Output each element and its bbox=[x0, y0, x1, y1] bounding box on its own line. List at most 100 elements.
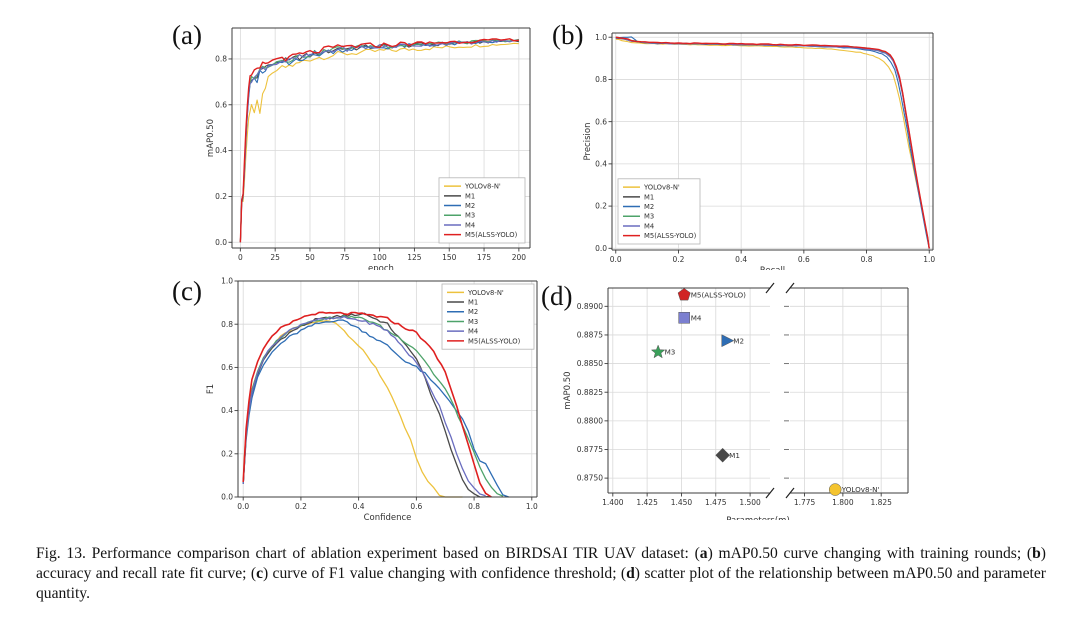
legend-label: M1 bbox=[465, 192, 475, 200]
series-line-M5(ALSS-YOLO) bbox=[615, 36, 930, 249]
x-tick-label: 0.4 bbox=[735, 255, 747, 264]
legend-label: M1 bbox=[468, 298, 478, 306]
grid bbox=[612, 33, 933, 250]
x-tick-label: 1.450 bbox=[671, 498, 693, 507]
series-line-M3 bbox=[239, 38, 520, 243]
x-tick-label: 1.400 bbox=[602, 498, 624, 507]
x-tick-label: 0.0 bbox=[237, 502, 249, 511]
scatter-marker-pentagon bbox=[677, 288, 691, 301]
legend-label: M5(ALSS-YOLO) bbox=[644, 232, 697, 240]
x-tick-label: 100 bbox=[372, 253, 387, 262]
spines bbox=[611, 32, 934, 251]
caption-segment: ) curve of F1 value changing with confid… bbox=[262, 564, 627, 582]
legend-label: M4 bbox=[468, 328, 478, 336]
spines bbox=[790, 287, 909, 494]
scatter-point-label: M5(ALSS-YOLO) bbox=[691, 290, 746, 299]
y-tick-label: 0.6 bbox=[221, 363, 233, 372]
x-tick-label: 175 bbox=[477, 253, 492, 262]
x-axis-label: Confidence bbox=[364, 513, 412, 520]
legend-label: M3 bbox=[644, 213, 654, 221]
x-tick-label: 75 bbox=[340, 253, 350, 262]
caption-segment: ) accuracy and recall rate fit curve; ( bbox=[36, 545, 1046, 582]
scatter-marker-star bbox=[650, 344, 666, 359]
y-tick-label: 1.0 bbox=[595, 33, 607, 42]
tick-labels: 1.775 1.800 1.825 bbox=[794, 498, 892, 507]
scatter-point-label: M3 bbox=[665, 348, 676, 357]
caption-segment: c bbox=[256, 564, 263, 582]
scatter-point-label: M2 bbox=[733, 336, 744, 345]
scatter-points: M5(ALSS-YOLO) M4 M2 M3 M1 YOLOv8-N' bbox=[650, 288, 880, 496]
scatter-marker-square bbox=[678, 312, 690, 324]
chart-map50-vs-parameters: 1.400 1.425 1.450 1.475 1.500 0.8750 0.8775 0.8… bbox=[540, 270, 960, 526]
chart-f1-vs-confidence: 0.0 0.2 0.4 0.6 0.8 1.0 0.0 0.2 0.4 0.6 0.8 1.0 Conf… bbox=[166, 270, 552, 523]
x-tick-label: 0.6 bbox=[798, 255, 810, 264]
y-tick-label: 0.2 bbox=[595, 202, 607, 211]
x-tick-label: 125 bbox=[407, 253, 422, 262]
x-tick-label: 0.2 bbox=[295, 502, 307, 511]
x-axis-label: Parameters(m) bbox=[726, 516, 790, 520]
legend-label: M2 bbox=[468, 308, 478, 316]
chart-svg-a: 0 25 50 75 100 125 150 175 200 0.0 0.2 0.4 0.6 0.8 epo… bbox=[206, 27, 531, 274]
y-tick-label: 0.4 bbox=[215, 146, 227, 155]
y-tick-label: 0.0 bbox=[221, 493, 233, 502]
series-line-M5(ALSS-YOLO) bbox=[242, 311, 492, 498]
scatter-point-label: M4 bbox=[691, 313, 702, 322]
caption-segment: a bbox=[699, 545, 708, 562]
y-tick-label: 0.8 bbox=[221, 320, 233, 329]
y-tick-label: 0.8850 bbox=[577, 359, 603, 368]
grid bbox=[608, 288, 770, 493]
series-group bbox=[239, 38, 520, 243]
caption-segment: b bbox=[1032, 545, 1041, 562]
y-tick-label: 0.8900 bbox=[577, 302, 603, 311]
series-line-M5(ALSS-YOLO) bbox=[239, 38, 519, 243]
chart-precision-vs-recall: 0.00.20.40.60.81.00.00.20.40.60.81.0Reca… bbox=[556, 18, 976, 276]
x-tick-label: 0.6 bbox=[410, 502, 422, 511]
y-tick-label: 0.6 bbox=[595, 117, 607, 126]
grid bbox=[790, 288, 908, 493]
spines bbox=[607, 287, 770, 494]
series-line-M4 bbox=[242, 315, 486, 497]
x-tick-label: 1.0 bbox=[526, 502, 538, 511]
y-axis-label: Precision bbox=[583, 123, 593, 161]
tick-labels: 0.0 0.2 0.4 0.6 0.8 1.0 0.0 0.2 0.4 0.6 0.8 1.0 bbox=[595, 33, 935, 264]
figure-caption: Fig. 13. Performance comparison chart of… bbox=[36, 544, 1046, 603]
tick-marks bbox=[234, 280, 533, 501]
series-group bbox=[615, 36, 930, 249]
y-tick-label: 0.8825 bbox=[577, 388, 603, 397]
x-tick-label: 1.500 bbox=[739, 498, 761, 507]
y-tick-label: 0.8750 bbox=[577, 474, 603, 483]
series-line-M1 bbox=[242, 312, 492, 498]
y-tick-label: 0.0 bbox=[215, 238, 227, 247]
scatter-marker-triangle-right bbox=[721, 334, 735, 348]
y-tick-label: 0.6 bbox=[215, 100, 227, 109]
x-tick-label: 0.4 bbox=[353, 502, 365, 511]
tick-marks bbox=[604, 305, 751, 497]
x-tick-label: 1.0 bbox=[923, 255, 935, 264]
legend-label: YOLOv8-N' bbox=[467, 289, 504, 297]
legend-label: M1 bbox=[644, 193, 654, 201]
panel-label-a: (a) bbox=[172, 20, 202, 50]
legend-label: YOLOv8-N' bbox=[464, 183, 501, 191]
tick-marks bbox=[608, 36, 930, 254]
x-tick-label: 0.8 bbox=[468, 502, 480, 511]
x-tick-label: 1.475 bbox=[705, 498, 727, 507]
scatter-marker-diamond bbox=[715, 447, 730, 463]
x-axis-label: epoch bbox=[368, 264, 394, 270]
y-axis-label: mAP0.50 bbox=[206, 119, 216, 157]
scatter-point-label: M1 bbox=[729, 451, 740, 460]
legend-label: M3 bbox=[465, 212, 475, 220]
x-tick-label: 0.8 bbox=[861, 255, 873, 264]
legend-label: M4 bbox=[644, 222, 654, 230]
tick-marks bbox=[804, 493, 882, 497]
legend-label: M2 bbox=[465, 202, 475, 210]
x-tick-label: 150 bbox=[442, 253, 457, 262]
series-line-YOLOv8-N' bbox=[239, 42, 519, 243]
tick-labels: 0.0 0.2 0.4 0.6 0.8 1.0 0.0 0.2 0.4 0.6 0.8 1.0 bbox=[221, 277, 538, 511]
panel-label-b: (b) bbox=[552, 20, 584, 50]
caption-segment: ) mAP0.50 curve changing with training r… bbox=[707, 545, 1033, 562]
panel-label-c: (c) bbox=[172, 276, 202, 306]
caption-segment: ) scatter plot of the relationship betwe… bbox=[36, 564, 1046, 602]
legend-label: M4 bbox=[465, 221, 475, 229]
x-tick-label: 200 bbox=[512, 253, 527, 262]
